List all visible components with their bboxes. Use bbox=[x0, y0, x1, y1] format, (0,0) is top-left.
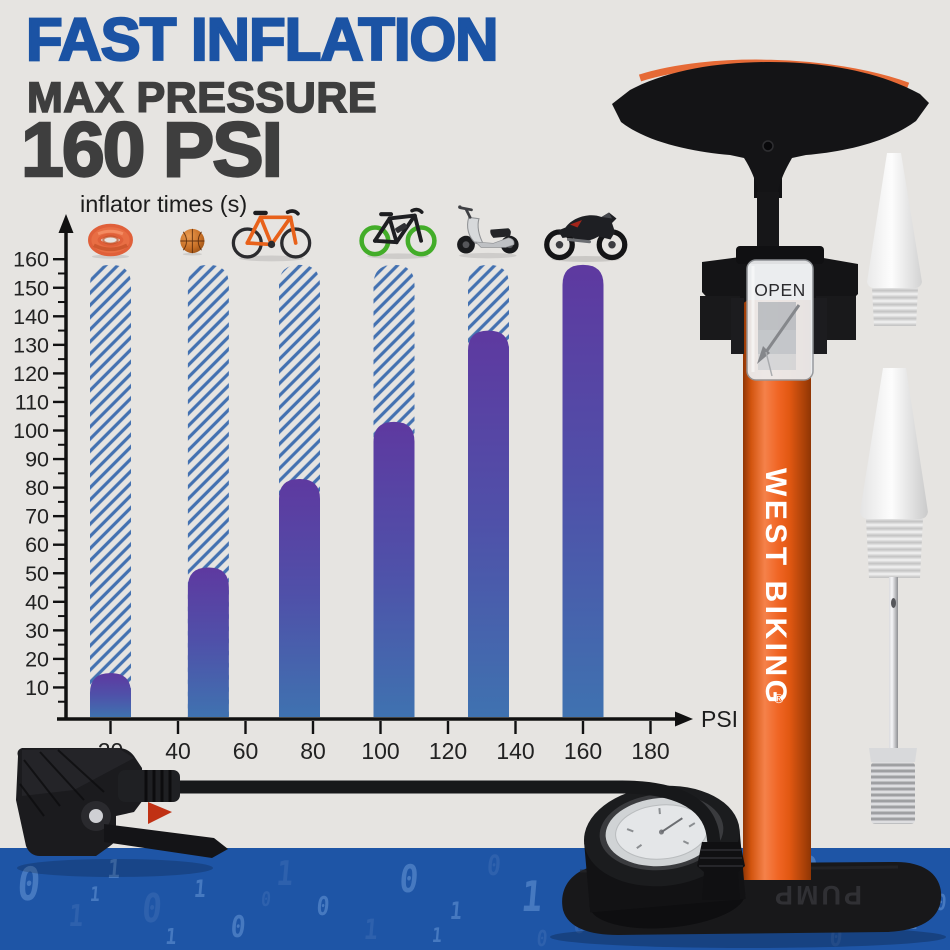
brand-text: WEST BIKING bbox=[759, 468, 792, 707]
head-hose-connector bbox=[118, 770, 180, 802]
x-tick-label: 60 bbox=[233, 738, 259, 764]
y-tick-label: 60 bbox=[25, 533, 49, 557]
inflation-time-bar bbox=[562, 264, 604, 717]
inflation-time-bar bbox=[187, 567, 229, 717]
y-tick-label: 110 bbox=[15, 390, 49, 414]
x-axis-arrow bbox=[675, 711, 693, 727]
y-tick-label: 100 bbox=[13, 419, 49, 443]
y-tick-label: 30 bbox=[25, 619, 49, 643]
pump-hose bbox=[143, 780, 722, 859]
needle-valve bbox=[869, 577, 917, 824]
subtitle: MAX PRESSURE bbox=[26, 74, 378, 122]
x-tick-label: 100 bbox=[361, 738, 399, 764]
y-tick-label: 130 bbox=[13, 333, 49, 357]
y-axis-title: inflator times (s) bbox=[80, 191, 247, 217]
y-tick-label: 40 bbox=[25, 590, 49, 614]
base-embossed-label: PUMP bbox=[772, 880, 862, 910]
hatched-capacity-bar bbox=[90, 264, 131, 717]
y-tick-label: 80 bbox=[25, 476, 49, 500]
gauge-needle bbox=[660, 817, 683, 833]
pump-head bbox=[16, 748, 228, 858]
inflation-time-bar bbox=[373, 421, 415, 717]
open-label: OPEN bbox=[754, 280, 806, 300]
indicator-needle bbox=[764, 304, 801, 353]
x-tick-label: 160 bbox=[564, 738, 602, 764]
head-pivot bbox=[89, 809, 103, 823]
x-tick-label: 40 bbox=[165, 738, 191, 764]
x-axis-title: PSI bbox=[701, 706, 738, 732]
x-tick-label: 180 bbox=[631, 738, 669, 764]
x-tick-label: 80 bbox=[300, 738, 326, 764]
inflation-time-bar bbox=[279, 479, 320, 717]
y-tick-label: 160 bbox=[13, 248, 49, 272]
inflation-time-bar bbox=[468, 330, 509, 717]
inflation-time-bar bbox=[90, 673, 131, 717]
handle-screw bbox=[762, 140, 774, 152]
valve-head-assembly: OPEN bbox=[700, 246, 858, 381]
y-tick-label: 120 bbox=[13, 362, 49, 386]
y-tick-label: 70 bbox=[25, 505, 49, 529]
head-lever bbox=[104, 824, 228, 858]
y-axis-arrow bbox=[58, 214, 74, 233]
cone-nozzle-2 bbox=[860, 368, 928, 578]
cone-nozzle-1 bbox=[867, 153, 922, 326]
max-pressure-value: 160 PSI bbox=[20, 107, 284, 193]
y-tick-label: 150 bbox=[13, 276, 49, 300]
y-tick-label: 50 bbox=[25, 562, 49, 586]
head-red-accent bbox=[148, 802, 172, 824]
y-tick-label: 20 bbox=[25, 647, 49, 671]
y-tick-label: 90 bbox=[25, 448, 49, 472]
y-tick-label: 140 bbox=[13, 305, 49, 329]
hose-dock bbox=[697, 842, 745, 900]
page-title: FAST INFLATION bbox=[25, 6, 500, 73]
head-shadow bbox=[17, 859, 213, 877]
registered-mark: ® bbox=[774, 691, 784, 706]
x-tick-label: 140 bbox=[496, 738, 534, 764]
pump-barrel bbox=[743, 300, 811, 880]
y-tick-label: 10 bbox=[25, 676, 49, 700]
x-tick-label: 120 bbox=[429, 738, 467, 764]
